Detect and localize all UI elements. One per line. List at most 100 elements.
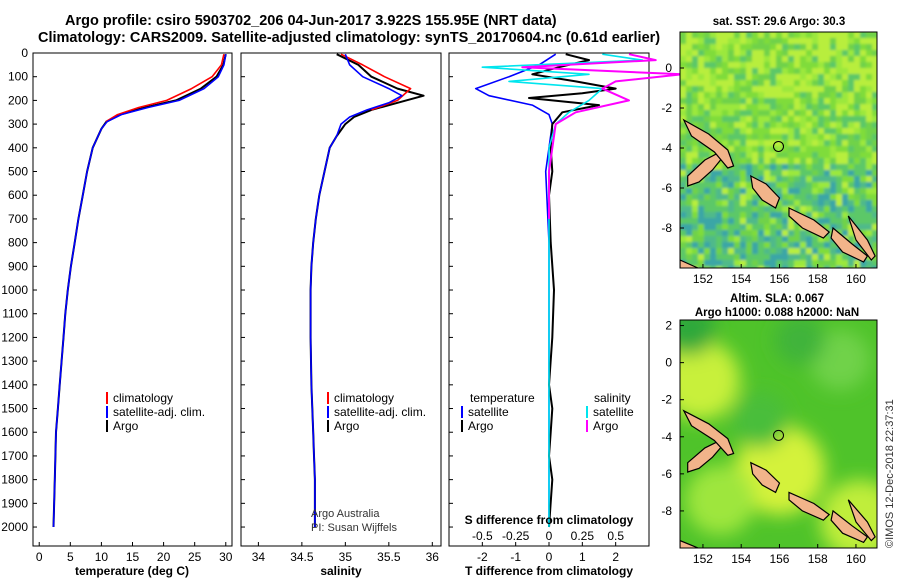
depth-tick-label: 0: [21, 46, 28, 60]
legend-label-satellite: satellite-adj. clim.: [113, 405, 205, 419]
land-shape: [687, 441, 724, 473]
map-x-tick-label: 158: [808, 272, 828, 286]
depth-tick-label: 1500: [1, 402, 28, 416]
x-tick-label: 2: [612, 550, 619, 564]
temperature-chart: 0 5 10 15 20 25 30: [36, 53, 233, 564]
land-shape: [788, 491, 831, 521]
depth-tick-label: 900: [8, 259, 28, 273]
series-line-satellite-salinity-: [481, 53, 644, 527]
land-shape: [847, 215, 876, 261]
x-top-tick-label: -0.25: [502, 529, 530, 543]
series-line-climatology: [340, 53, 412, 111]
depth-tick-label: 800: [8, 236, 28, 250]
depth-tick-label: 1600: [1, 425, 28, 439]
map-x-tick-label: 154: [731, 552, 751, 566]
legend-label-climatology: climatology: [113, 391, 173, 405]
map-top-field: [680, 32, 877, 268]
map-bottom-ticks: 152 154 156 158 160 2 0 -2 -4 -6 -8: [661, 319, 866, 566]
legend-header-salinity: salinity: [594, 391, 631, 405]
map-bottom-title1: Altim. SLA: 0.067: [730, 293, 824, 305]
series-line-argo-temperature-: [528, 53, 617, 528]
salinity-panel: [240, 52, 442, 547]
difference-xlabel: T difference from climatology: [465, 564, 633, 578]
series-line-argo: [309, 53, 425, 527]
depth-tick-label: 400: [8, 141, 28, 155]
x-tick-label: 0: [36, 550, 43, 564]
depth-tick-label: 1200: [1, 330, 28, 344]
difference-chart: -2 -1 0 1 2 -0.5 -0.25 0 0.25 0.5: [472, 53, 684, 564]
legend-label-sat-t: satellite: [468, 405, 509, 419]
note-pi: PI: Susan Wijffels: [311, 522, 397, 534]
series-line-satellite-temperature-: [474, 53, 557, 527]
x-tick-label: 30: [219, 550, 233, 564]
x-tick-label: -2: [477, 550, 488, 564]
map-x-tick-label: 152: [693, 552, 713, 566]
temperature-xlabel: temperature (deg C): [75, 564, 189, 578]
x-tick-label: 36: [426, 550, 440, 564]
x-tick-label: 20: [157, 550, 171, 564]
salinity-xlabel: salinity: [320, 564, 362, 578]
depth-tick-label: 200: [8, 93, 28, 107]
series-line-climatology: [105, 54, 225, 123]
map-y-tick-label: -4: [661, 430, 672, 444]
map-y-tick-label: -2: [661, 393, 672, 407]
depth-tick-label: 2000: [1, 520, 28, 534]
land-shape: [750, 174, 781, 209]
series-line-satellite-adj-clim-: [309, 53, 403, 527]
map-x-tick-label: 156: [769, 272, 789, 286]
depth-tick-label: 300: [8, 117, 28, 131]
map-top-frame: [679, 31, 878, 269]
temperature-panel: [32, 52, 233, 547]
map-x-tick-label: 158: [808, 552, 828, 566]
map-y-tick-label: -6: [661, 181, 672, 195]
legend-label-climatology: climatology: [334, 391, 394, 405]
depth-tick-label: 1300: [1, 354, 28, 368]
depth-tick-label: 1400: [1, 378, 28, 392]
depth-tick-label: 1900: [1, 496, 28, 510]
map-top-ticks: 152 154 156 158 160 0 -2 -4 -6 -8: [661, 61, 866, 286]
x-top-tick-label: 0.5: [607, 529, 624, 543]
legend-label-satellite: satellite-adj. clim.: [334, 405, 426, 419]
argo-position-marker: [773, 429, 784, 441]
map-bottom-title2: Argo h1000: 0.088 h2000: NaN: [695, 307, 859, 319]
x-tick-label: 0: [546, 550, 553, 564]
map-y-tick-label: -8: [661, 221, 672, 235]
note-argo-australia: Argo Australia: [311, 508, 380, 520]
imos-stamp: ©IMOS 12-Dec-2018 22:37:31: [884, 399, 896, 548]
map-x-tick-label: 152: [693, 272, 713, 286]
map-top-title: sat. SST: 29.6 Argo: 30.3: [713, 16, 846, 28]
x-tick-label: 5: [67, 550, 74, 564]
x-tick-label: 34.5: [290, 550, 314, 564]
depth-tick-label: 100: [8, 70, 28, 84]
land-shape: [830, 226, 869, 263]
legend-label-argo: Argo: [334, 419, 360, 433]
land-shape: [680, 259, 700, 268]
map-y-tick-label: 2: [665, 319, 672, 333]
map-bottom-frame: [679, 319, 878, 549]
depth-tick-label: 1800: [1, 473, 28, 487]
depth-tick-label: 700: [8, 212, 28, 226]
x-tick-label: 1: [579, 550, 586, 564]
x-tick-label: 25: [188, 550, 202, 564]
map-x-tick-label: 160: [846, 552, 866, 566]
x-tick-label: 34: [252, 550, 266, 564]
land-shape: [830, 509, 869, 544]
land-shape: [847, 499, 876, 542]
series-line-satellite-adj-clim-: [52, 54, 227, 528]
series-line-argo-salinity-: [521, 53, 684, 219]
legend-label-argo: Argo: [113, 419, 139, 433]
legend-label-argo-s: Argo: [593, 419, 619, 433]
map-y-tick-label: -8: [661, 504, 672, 518]
x-top-tick-label: -0.5: [472, 529, 493, 543]
x-tick-label: 35.5: [377, 550, 401, 564]
x-tick-label: 10: [95, 550, 109, 564]
legend-label-sat-s: satellite: [593, 405, 634, 419]
legend-header-temperature: temperature: [470, 391, 535, 405]
depth-tick-label: 500: [8, 165, 28, 179]
map-x-tick-label: 154: [731, 272, 751, 286]
series-line-argo: [52, 53, 227, 528]
depth-tick-label: 1100: [2, 307, 28, 321]
map-y-tick-label: -6: [661, 467, 672, 481]
salinity-legend: climatology satellite-adj. clim. Argo Ar…: [311, 391, 426, 534]
